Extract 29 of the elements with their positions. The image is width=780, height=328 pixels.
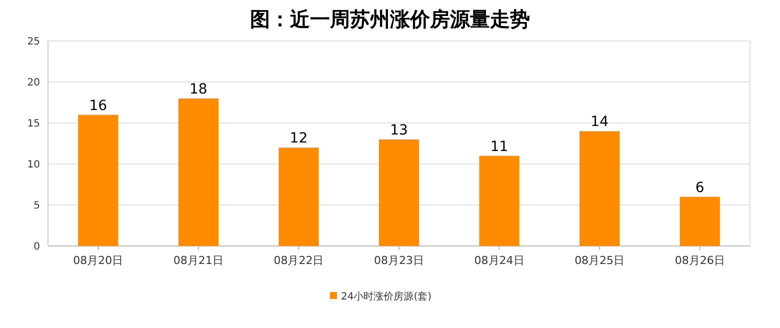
bar bbox=[278, 148, 319, 246]
data-label: 6 bbox=[695, 180, 704, 196]
bar bbox=[178, 98, 218, 246]
data-label: 18 bbox=[190, 81, 208, 98]
chart-title: 图：近一周苏州涨价房源量走势 bbox=[250, 7, 530, 31]
y-tick-label: 20 bbox=[27, 78, 40, 88]
bar bbox=[378, 139, 420, 246]
data-label: 16 bbox=[89, 98, 108, 114]
x-tick-label: 08月26日 bbox=[674, 254, 725, 267]
bar bbox=[680, 196, 720, 246]
legend-label: 24小时涨价房源(套) bbox=[341, 290, 432, 302]
bar bbox=[479, 156, 520, 246]
x-tick-label: 08月20日 bbox=[73, 254, 124, 267]
x-tick-label: 08月24日 bbox=[474, 254, 524, 267]
y-tick-label: 25 bbox=[27, 36, 40, 48]
y-tick-label: 10 bbox=[27, 160, 40, 170]
y-tick-label: 0 bbox=[34, 242, 40, 252]
x-tick-label: 08月21日 bbox=[173, 254, 224, 267]
data-label: 11 bbox=[490, 138, 508, 155]
y-tick-label: 15 bbox=[27, 118, 40, 130]
bar bbox=[580, 131, 620, 246]
x-tick-label: 08月25日 bbox=[574, 254, 625, 267]
y-tick-label: 5 bbox=[34, 200, 40, 212]
data-label: 13 bbox=[390, 122, 408, 138]
x-tick-label: 08月23日 bbox=[374, 254, 424, 267]
data-label: 12 bbox=[290, 130, 308, 147]
data-label: 14 bbox=[590, 114, 609, 130]
bar bbox=[78, 114, 118, 246]
x-tick-label: 08月22日 bbox=[274, 254, 324, 267]
